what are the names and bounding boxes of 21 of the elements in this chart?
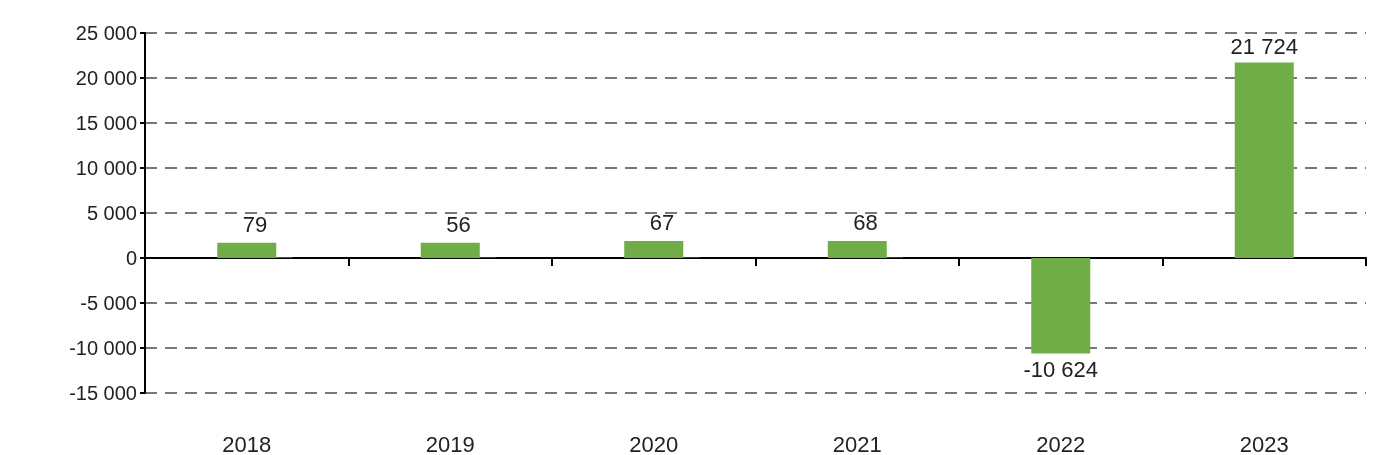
x-tick-label: 2019 (425, 431, 475, 455)
y-tick-label: -10 000 (69, 337, 137, 359)
y-tick-label: 20 000 (75, 67, 137, 89)
data-label: 56 (446, 212, 471, 238)
x-tick-label: 2018 (222, 431, 272, 455)
x-tick-label: 2021 (832, 431, 882, 455)
data-label: 21 724 (1230, 33, 1298, 59)
data-label: -10 624 (1023, 357, 1099, 383)
y-tick-label: 10 000 (75, 157, 137, 179)
y-tick-label: -15 000 (69, 382, 137, 404)
data-label: 79 (242, 212, 268, 238)
y-tick-label: 15 000 (75, 112, 137, 134)
y-tick-label: 25 000 (75, 22, 137, 44)
data-label: 68 (853, 210, 878, 236)
y-tick-label: -5 000 (80, 292, 137, 314)
y-tick-label: 5 000 (86, 202, 137, 224)
data-label: 67 (649, 210, 675, 236)
y-tick-label: 0 (125, 247, 137, 269)
x-tick-label: 2023 (1239, 431, 1289, 455)
x-tick-label: 2022 (1036, 431, 1086, 455)
x-tick-label: 2020 (629, 431, 679, 455)
